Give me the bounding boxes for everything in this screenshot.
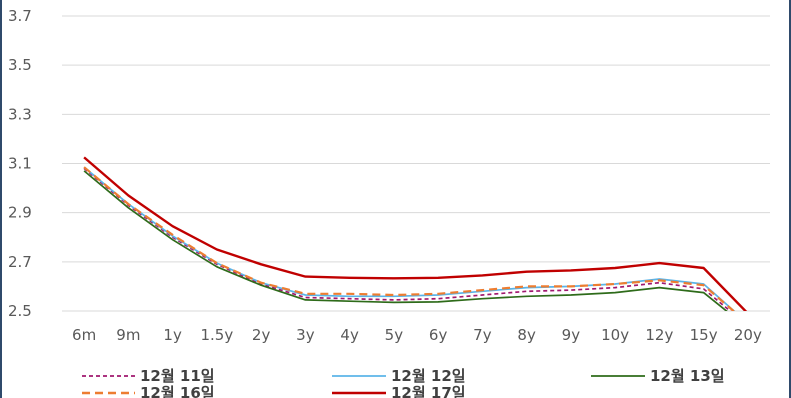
y-tick-label: 3.5 [8, 56, 32, 74]
x-tick-label: 9m [116, 326, 140, 344]
x-tick-label: 9y [562, 326, 581, 344]
legend-label: 12월 12일 [391, 367, 466, 385]
y-tick-label: 2.7 [8, 253, 32, 271]
x-tick-label: 8y [517, 326, 536, 344]
y-tick-label: 3.1 [8, 155, 32, 173]
x-tick-label: 6m [72, 326, 96, 344]
series-line-5 [83, 156, 748, 311]
x-tick-label: 1y [163, 326, 182, 344]
x-tick-label: 5y [385, 326, 404, 344]
legend-label: 12월 11일 [140, 367, 215, 385]
x-tick-label: 7y [473, 326, 492, 344]
legend-label: 12월 13일 [650, 367, 725, 385]
x-tick-label: 4y [340, 326, 359, 344]
y-tick-label: 3.7 [8, 7, 32, 25]
y-tick-label: 2.9 [8, 204, 32, 222]
series-line-4 [83, 166, 736, 311]
x-tick-label: 3y [296, 326, 315, 344]
series-line-3 [83, 170, 728, 311]
series-line-1 [83, 167, 732, 311]
y-tick-label: 3.3 [8, 105, 32, 123]
x-tick-label: 6y [429, 326, 448, 344]
legend-label: 12월 17일 [391, 384, 466, 398]
x-tick-label: 12y [645, 326, 673, 344]
x-tick-label: 10y [601, 326, 629, 344]
y-tick-label: 2.5 [8, 302, 32, 320]
x-tick-label: 15y [690, 326, 718, 344]
x-tick-label: 2y [252, 326, 271, 344]
legend-label: 12월 16일 [140, 384, 215, 398]
x-tick-label: 20y [734, 326, 762, 344]
x-tick-label: 1.5y [201, 326, 234, 344]
series-line-2 [83, 166, 736, 311]
